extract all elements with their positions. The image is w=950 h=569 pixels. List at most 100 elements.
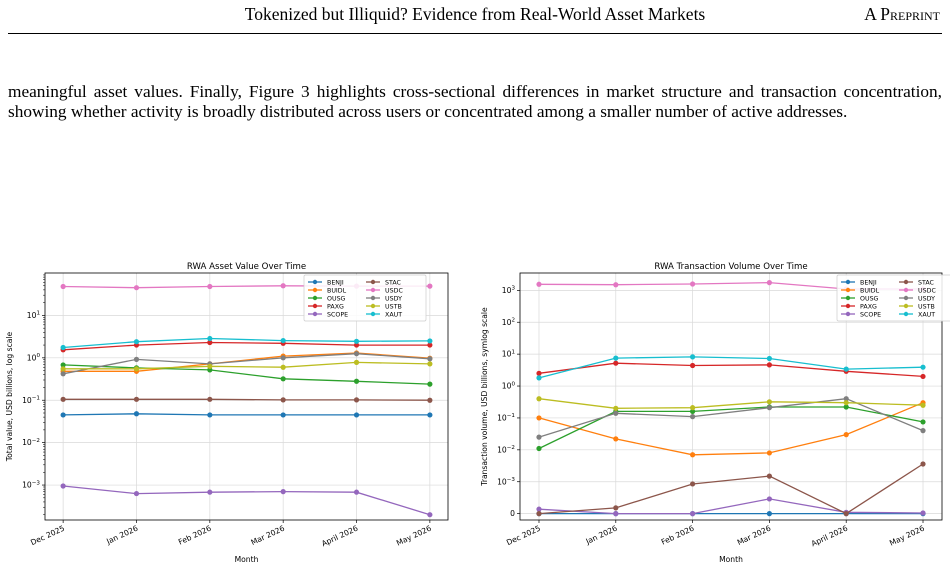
data-point-stac bbox=[207, 396, 213, 402]
x-tick-label: Mar 2026 bbox=[250, 524, 287, 547]
transaction-volume-figure: RWA Transaction Volume Over Time 0 10−3 10−… bbox=[475, 258, 950, 569]
y-tick-label: 0 bbox=[510, 509, 515, 518]
legend-marker-usdy bbox=[903, 295, 909, 301]
legend-marker-scope bbox=[845, 311, 851, 317]
data-point-xaut bbox=[427, 338, 433, 344]
x-tick-label: Dec 2025 bbox=[29, 524, 66, 548]
plot-frame bbox=[44, 272, 449, 521]
data-point-paxg bbox=[613, 360, 619, 366]
legend-marker-ustb bbox=[370, 303, 376, 309]
y-tick-label: 10−2 bbox=[497, 445, 515, 454]
data-point-scope bbox=[427, 512, 433, 518]
series-line-buidl bbox=[538, 402, 924, 456]
data-point-usdy bbox=[613, 410, 619, 416]
y-tick-label: 10−2 bbox=[22, 438, 40, 447]
data-point-paxg bbox=[766, 362, 773, 368]
data-point-benji bbox=[60, 412, 66, 418]
x-tick-label: April 2026 bbox=[320, 524, 359, 549]
body-paragraph: meaningful asset values. Finally, Figure… bbox=[8, 82, 942, 121]
legend-marker-paxg bbox=[845, 303, 851, 309]
data-point-stac bbox=[280, 397, 286, 403]
header-divider bbox=[8, 33, 942, 34]
legend-label-ousg: OUSG bbox=[327, 295, 346, 302]
legend-label-ustb: USTB bbox=[918, 303, 935, 310]
x-tick-label: April 2026 bbox=[810, 524, 849, 549]
series-line-usdy bbox=[62, 353, 430, 375]
data-point-benji bbox=[353, 412, 360, 418]
series-line-xaut bbox=[63, 337, 430, 349]
data-point-xaut bbox=[920, 364, 926, 370]
legend-label-ousg: OUSG bbox=[860, 295, 879, 302]
y-tick-label: 100 bbox=[27, 353, 41, 362]
data-point-stac bbox=[536, 511, 542, 517]
legend-marker-benji bbox=[312, 279, 318, 285]
x-axis-label: Month bbox=[235, 555, 259, 564]
data-point-usdy bbox=[427, 356, 433, 362]
legend-marker-benji bbox=[845, 279, 851, 285]
data-point-ousg bbox=[60, 362, 66, 368]
x-tick-label: Feb 2026 bbox=[177, 524, 213, 547]
series-line-stac bbox=[63, 398, 430, 401]
x-tick-label: May 2026 bbox=[888, 524, 926, 548]
legend-marker-ousg bbox=[845, 295, 851, 301]
data-point-ousg bbox=[689, 408, 696, 415]
chart-title: RWA Asset Value Over Time bbox=[187, 262, 306, 272]
data-point-usdy bbox=[280, 355, 286, 361]
data-point-benji bbox=[766, 511, 773, 517]
series-line-ustb bbox=[538, 398, 924, 409]
x-tick-label: Feb 2026 bbox=[660, 524, 696, 547]
legend-marker-ustb bbox=[903, 303, 909, 309]
data-point-usdy bbox=[689, 414, 696, 420]
data-point-stac bbox=[60, 396, 66, 402]
legend-label-xaut: XAUT bbox=[385, 311, 402, 318]
data-point-ousg bbox=[536, 445, 542, 452]
x-tick-label: Jan 2026 bbox=[104, 524, 139, 547]
legend-marker-buidl bbox=[845, 287, 851, 293]
data-point-benji bbox=[280, 412, 286, 418]
y-tick-label: 103 bbox=[502, 286, 516, 295]
y-axis-label: Transaction volume, USD billions, symlog… bbox=[480, 307, 489, 487]
asset-value-figure: RWA Asset Value Over Time 10−3 10−2 10−1 100… bbox=[0, 258, 475, 569]
legend-label-scope: SCOPE bbox=[327, 311, 348, 318]
data-point-ustb bbox=[353, 359, 360, 365]
data-point-benji bbox=[427, 412, 433, 418]
data-point-xaut bbox=[353, 338, 360, 344]
data-point-buidl bbox=[766, 450, 773, 456]
legend-label-benji: BENJI bbox=[860, 279, 877, 286]
data-point-ustb bbox=[843, 400, 849, 406]
data-point-paxg bbox=[536, 370, 542, 376]
data-point-scope bbox=[689, 511, 696, 517]
series-line-usdy bbox=[538, 398, 924, 438]
data-point-stac bbox=[353, 397, 360, 403]
y-tick-label: 10−1 bbox=[22, 396, 40, 405]
data-point-stac bbox=[920, 461, 926, 467]
data-point-ustb bbox=[613, 405, 619, 411]
x-tick-label: Mar 2026 bbox=[736, 524, 773, 547]
x-axis-label: Month bbox=[719, 555, 743, 564]
series-line-ousg bbox=[63, 364, 430, 385]
data-point-usdc bbox=[536, 281, 542, 287]
data-point-xaut bbox=[843, 366, 849, 372]
legend-label-ustb: USTB bbox=[385, 303, 402, 310]
data-point-buidl bbox=[843, 432, 849, 438]
data-point-stac bbox=[427, 397, 433, 403]
data-point-usdy bbox=[353, 351, 360, 357]
data-point-ousg bbox=[353, 378, 360, 384]
y-tick-label: 10−3 bbox=[497, 477, 515, 486]
data-point-usdy bbox=[766, 405, 773, 411]
data-point-usdc bbox=[689, 281, 696, 287]
running-title: Tokenized but Illiquid? Evidence from Re… bbox=[244, 4, 706, 24]
y-tick-label: 10−1 bbox=[497, 413, 515, 422]
legend-label-buidl: BUIDL bbox=[860, 287, 880, 294]
legend-label-paxg: PAXG bbox=[327, 303, 344, 310]
legend-label-buidl: BUIDL bbox=[327, 287, 347, 294]
data-point-scope bbox=[766, 496, 773, 502]
data-point-usdy bbox=[536, 434, 542, 440]
data-point-usdc bbox=[613, 282, 619, 288]
series-line-scope bbox=[63, 485, 431, 516]
data-point-ustb bbox=[207, 363, 213, 369]
data-point-scope bbox=[133, 490, 140, 497]
data-point-xaut bbox=[207, 335, 213, 342]
x-tick-label: May 2026 bbox=[395, 524, 433, 548]
data-point-paxg bbox=[920, 373, 926, 380]
